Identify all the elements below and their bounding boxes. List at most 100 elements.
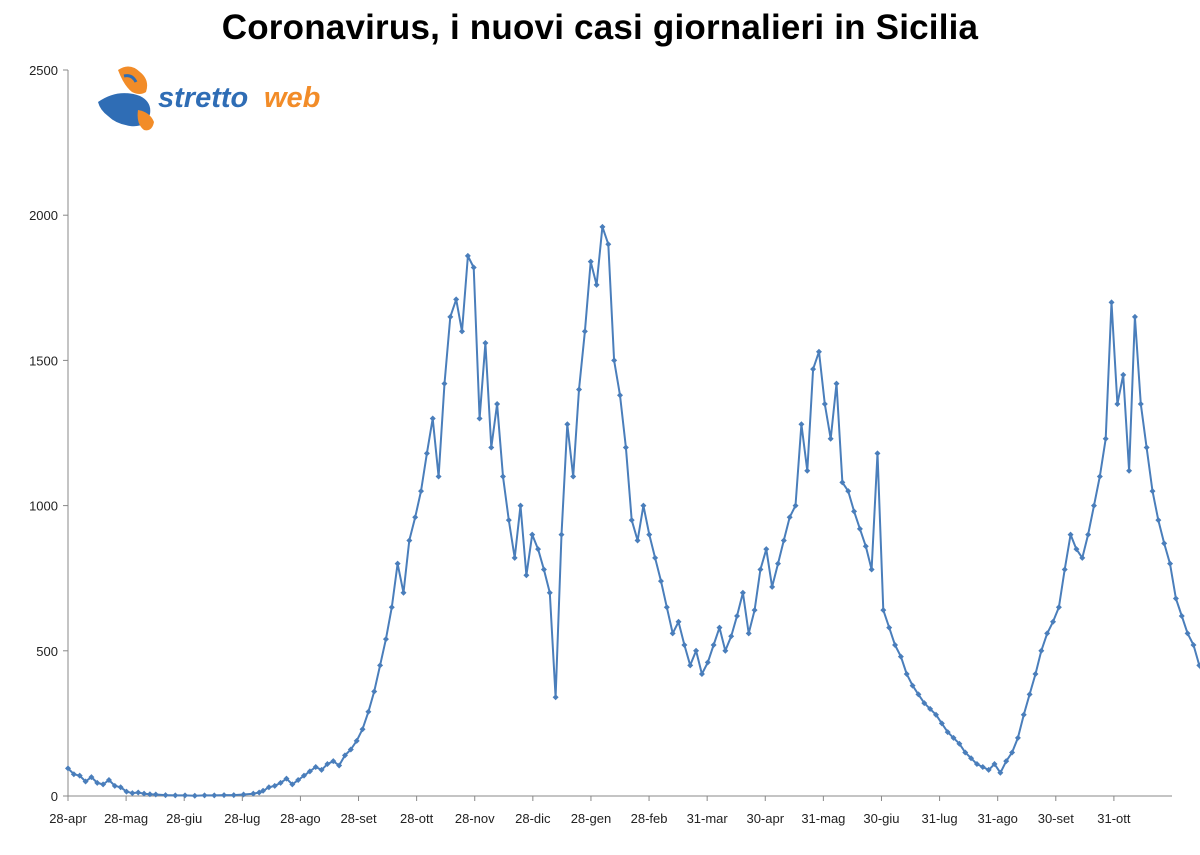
data-point (892, 641, 899, 648)
data-point (1155, 517, 1162, 524)
data-point (944, 729, 951, 736)
data-point (956, 740, 963, 747)
data-point (1108, 299, 1115, 306)
data-point (295, 777, 302, 784)
data-point (306, 768, 313, 775)
data-point (191, 792, 198, 799)
data-point (815, 348, 822, 355)
data-point (82, 778, 89, 785)
data-point (412, 514, 419, 521)
data-point (1161, 540, 1168, 547)
data-point (464, 252, 471, 259)
data-point (1172, 595, 1179, 602)
data-point (856, 525, 863, 532)
data-point (406, 537, 413, 544)
data-point (605, 241, 612, 248)
data-point (123, 788, 130, 795)
data-point (146, 791, 153, 798)
y-tick-label: 1000 (29, 499, 58, 514)
data-point (927, 705, 934, 712)
data-point (851, 508, 858, 515)
data-point (663, 604, 670, 611)
x-tick-label: 28-lug (224, 811, 260, 826)
data-point (201, 792, 208, 799)
data-point (117, 784, 124, 791)
data-point (769, 583, 776, 590)
data-point (400, 589, 407, 596)
x-tick-label: 28-mag (104, 811, 148, 826)
x-tick-label: 28-apr (49, 811, 87, 826)
x-tick-label: 28-ott (400, 811, 434, 826)
data-point (1131, 313, 1138, 320)
data-point (94, 779, 101, 786)
y-tick-label: 2500 (29, 63, 58, 78)
data-point (710, 641, 717, 648)
x-tick-label: 28-set (340, 811, 377, 826)
data-point (283, 775, 290, 782)
data-point (394, 560, 401, 567)
data-point (745, 630, 752, 637)
data-point (453, 296, 460, 303)
data-point (141, 790, 148, 797)
data-point (1014, 734, 1021, 741)
data-point (230, 792, 237, 799)
data-point (921, 700, 928, 707)
data-point (599, 223, 606, 230)
data-point (698, 671, 705, 678)
data-point (862, 543, 869, 550)
data-point (932, 711, 939, 718)
data-point (1196, 662, 1200, 669)
data-point (611, 357, 618, 364)
data-point (786, 514, 793, 521)
data-point (968, 755, 975, 762)
data-point (1178, 612, 1185, 619)
data-point (973, 761, 980, 768)
y-tick-label: 0 (51, 789, 58, 804)
data-point (985, 766, 992, 773)
data-point (511, 554, 518, 561)
data-point (962, 749, 969, 756)
data-point (330, 758, 337, 765)
data-point (260, 787, 267, 794)
data-point (1003, 758, 1010, 765)
data-point (488, 444, 495, 451)
data-point (1090, 502, 1097, 509)
data-point (162, 792, 169, 799)
data-point (1009, 749, 1016, 756)
data-point (418, 488, 425, 495)
data-point (1096, 473, 1103, 480)
data-point (979, 763, 986, 770)
data-point (652, 554, 659, 561)
data-point (423, 450, 430, 457)
data-point (622, 444, 629, 451)
data-point (447, 313, 454, 320)
chart-title: Coronavirus, i nuovi casi giornalieri in… (221, 8, 979, 47)
data-point (757, 566, 764, 573)
data-point (774, 560, 781, 567)
data-point (804, 467, 811, 474)
data-point (915, 691, 922, 698)
logo-text-part2: web (264, 82, 320, 114)
data-point (289, 781, 296, 788)
data-point (371, 688, 378, 695)
data-point (1184, 630, 1191, 637)
data-point (172, 792, 179, 799)
data-point (991, 761, 998, 768)
data-point (576, 386, 583, 393)
data-point (1114, 400, 1121, 407)
data-point (634, 537, 641, 544)
data-point (669, 630, 676, 637)
data-point (657, 578, 664, 585)
x-tick-label: 28-nov (455, 811, 495, 826)
data-point (388, 604, 395, 611)
data-point (1126, 467, 1133, 474)
data-point (365, 708, 372, 715)
data-point (324, 761, 331, 768)
x-tick-label: 28-dic (515, 811, 551, 826)
data-point (70, 771, 77, 778)
data-point (810, 366, 817, 373)
data-point (535, 546, 542, 553)
x-tick-label: 31-ott (1097, 811, 1131, 826)
data-point (716, 624, 723, 631)
data-point (377, 662, 384, 669)
